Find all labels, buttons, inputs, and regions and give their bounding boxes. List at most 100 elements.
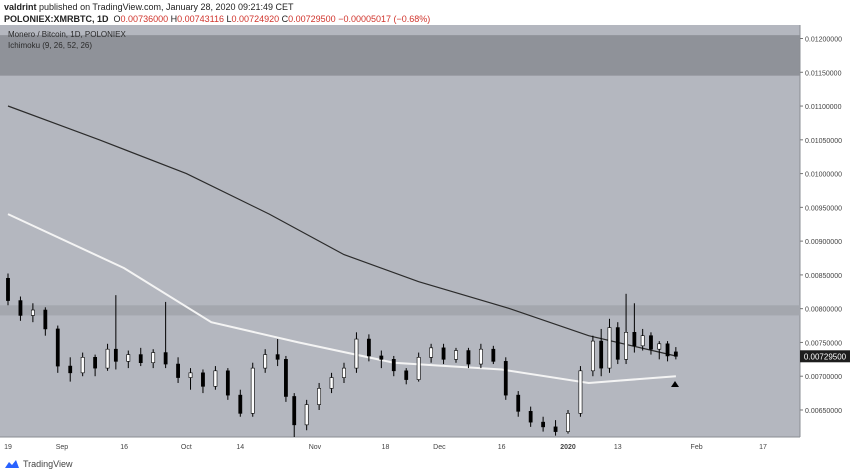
time-axis-label: 16: [120, 444, 128, 451]
candle: [673, 347, 678, 360]
candle-body: [138, 354, 143, 364]
candle: [366, 334, 371, 362]
candle: [329, 372, 334, 394]
candle: [491, 345, 496, 365]
candle: [126, 350, 131, 369]
candle: [391, 355, 396, 377]
time-axis-background: [0, 437, 850, 455]
candle-body: [263, 354, 268, 369]
candle: [342, 362, 346, 383]
candle: [292, 393, 297, 437]
candle-body: [578, 370, 583, 414]
candle: [275, 339, 280, 367]
candle-body: [225, 370, 230, 396]
resistance-zone: [0, 305, 800, 316]
candle: [176, 357, 180, 383]
time-axis-label: 14: [236, 444, 244, 451]
candle: [578, 366, 583, 417]
high-label: H: [170, 14, 178, 24]
candle: [30, 303, 35, 323]
candle: [624, 293, 628, 365]
candle: [466, 347, 471, 369]
candle: [379, 350, 384, 369]
price-axis-label: 0.01000000: [805, 172, 842, 179]
candle: [566, 409, 570, 434]
candle-body: [607, 327, 612, 369]
price-axis-background: [800, 25, 850, 437]
price-axis-label: 0.00750000: [805, 340, 842, 347]
candle: [599, 328, 604, 377]
candle: [441, 343, 446, 365]
price-axis-label: 0.00700000: [805, 374, 842, 381]
time-axis-label: 17: [759, 444, 767, 451]
long-moving-average-line: [7, 105, 677, 357]
candle-body: [213, 370, 218, 387]
open-value: 0.00736000: [120, 14, 169, 24]
candle-body: [6, 277, 10, 301]
tradingview-cloud-icon: [5, 460, 19, 468]
candle: [80, 352, 85, 377]
candle-body: [342, 367, 346, 378]
candle-body: [503, 361, 508, 396]
time-axis-label: 13: [614, 444, 622, 451]
candle: [238, 389, 243, 417]
candle-body: [640, 335, 645, 347]
candle-body: [201, 372, 205, 387]
candle-body: [379, 355, 384, 360]
candle-body: [43, 309, 48, 330]
candle-body: [466, 350, 471, 365]
candle-body: [590, 340, 595, 372]
candle: [632, 303, 637, 353]
close-value: 0.00729500: [288, 14, 336, 24]
close-label: C: [281, 14, 289, 24]
plot-background: [0, 25, 800, 437]
candle: [607, 318, 612, 373]
candle-body: [599, 340, 604, 369]
price-axis-label: 0.00800000: [805, 307, 842, 314]
published-text: published on TradingView.com, January 28…: [39, 2, 294, 12]
price-axis-label: 0.01050000: [805, 138, 842, 145]
candle: [225, 368, 230, 400]
resistance-zone: [0, 35, 800, 76]
price-axis-label: 0.00850000: [805, 273, 842, 280]
candle-body: [113, 348, 118, 362]
candle-body: [566, 413, 570, 432]
candle: [429, 343, 434, 363]
tradingview-logo[interactable]: TradingView: [4, 459, 73, 469]
candle-body: [329, 377, 334, 389]
candle: [113, 295, 118, 370]
candle-body: [673, 351, 678, 357]
candle-body: [250, 367, 255, 414]
price-axis-label: 0.00900000: [805, 239, 842, 246]
open-label: O: [113, 14, 121, 24]
price-chart[interactable]: 0.01200000 0.01150000 0.01100000 0.01050000…: [0, 25, 850, 455]
candle-body: [404, 370, 409, 380]
candle: [201, 369, 205, 394]
price-axis-label: 0.00950000: [805, 205, 842, 212]
candle: [105, 343, 110, 371]
candle: [18, 296, 23, 321]
candle: [516, 391, 521, 417]
tradingview-brand: TradingView: [23, 459, 73, 469]
candle: [503, 357, 508, 400]
candle-body: [624, 332, 628, 360]
author-name[interactable]: valdrint: [4, 2, 37, 12]
candle-body: [105, 348, 110, 369]
candle-body: [657, 343, 662, 350]
candle: [317, 382, 322, 410]
candle-body: [391, 359, 396, 372]
publisher-line: valdrint published on TradingView.com, J…: [4, 2, 294, 12]
candle: [354, 332, 359, 373]
candle: [151, 349, 156, 369]
time-axis-label: Nov: [309, 444, 322, 451]
candle: [553, 420, 558, 436]
candle-body: [615, 327, 620, 360]
candle-body: [30, 309, 35, 316]
last-price-tag: 0.00729500: [800, 350, 850, 363]
indicator-label[interactable]: Ichimoku (9, 26, 52, 26): [8, 41, 92, 50]
candle: [250, 362, 255, 417]
candle-body: [632, 332, 637, 347]
candle: [454, 347, 458, 363]
candle-body: [528, 411, 533, 423]
price-axis-label: 0.01200000: [805, 37, 842, 44]
